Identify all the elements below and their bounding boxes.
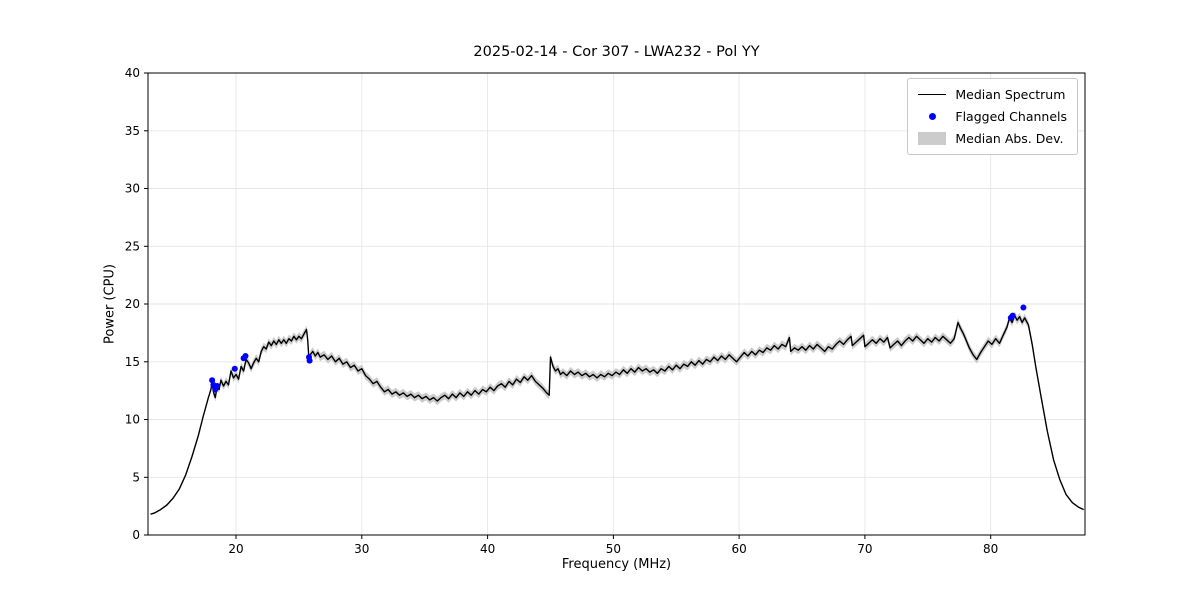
legend-label: Flagged Channels: [955, 108, 1067, 124]
svg-text:10: 10: [125, 413, 140, 427]
legend-item-median-abs-dev: Median Abs. Dev.: [918, 130, 1067, 146]
legend-item-flagged-channels: Flagged Channels: [918, 108, 1067, 124]
line-swatch: [918, 93, 947, 95]
svg-text:15: 15: [125, 355, 140, 369]
y-axis-label: Power (CPU): [102, 263, 118, 345]
svg-text:0: 0: [132, 528, 140, 542]
svg-text:20: 20: [228, 542, 243, 556]
svg-text:40: 40: [125, 66, 140, 80]
svg-text:5: 5: [132, 470, 140, 484]
legend-label: Median Abs. Dev.: [955, 130, 1064, 146]
svg-text:30: 30: [354, 542, 369, 556]
chart-title: 2025-02-14 - Cor 307 - LWA232 - Pol YY: [473, 44, 760, 60]
marker-swatch: [918, 112, 946, 120]
svg-text:25: 25: [125, 239, 140, 253]
svg-text:40: 40: [480, 542, 495, 556]
x-axis-label: Frequency (MHz): [561, 557, 672, 572]
svg-text:80: 80: [983, 542, 998, 556]
svg-text:35: 35: [125, 124, 140, 138]
svg-text:70: 70: [857, 542, 872, 556]
svg-text:20: 20: [125, 297, 140, 311]
legend: Median Spectrum Flagged Channels Median …: [907, 78, 1078, 155]
svg-text:30: 30: [125, 182, 140, 196]
svg-text:50: 50: [606, 542, 621, 556]
legend-item-median-spectrum: Median Spectrum: [918, 86, 1067, 102]
patch-swatch: [918, 131, 947, 145]
svg-text:60: 60: [731, 542, 746, 556]
legend-label: Median Spectrum: [955, 86, 1066, 102]
